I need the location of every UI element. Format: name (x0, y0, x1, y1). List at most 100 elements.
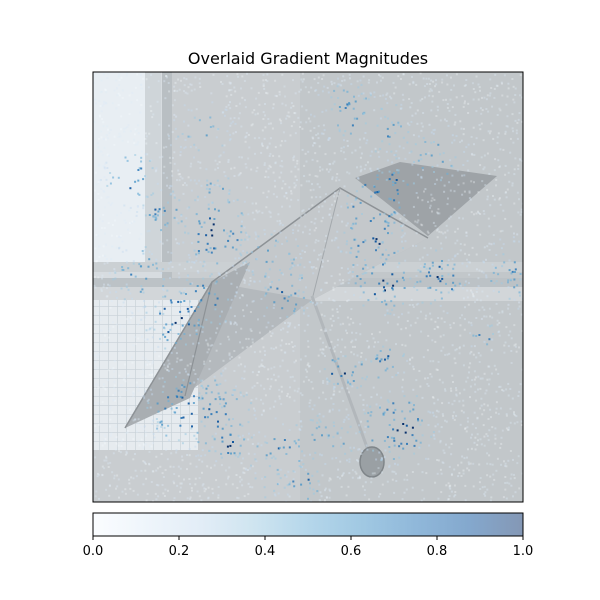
overlay-pixel (184, 343, 187, 346)
overlay-pixel (146, 153, 149, 156)
overlay-pixel (265, 170, 268, 173)
overlay-pixel (327, 138, 330, 141)
overlay-pixel (97, 146, 100, 149)
overlay-pixel (122, 305, 125, 308)
overlay-pixel (177, 222, 180, 225)
overlay-pixel (462, 217, 464, 220)
overlay-pixel (270, 457, 273, 459)
overlay-pixel (397, 250, 399, 253)
overlay-pixel (376, 167, 379, 170)
overlay-pixel (210, 466, 212, 469)
overlay-pixel (296, 264, 299, 267)
overlay-pixel (248, 235, 251, 238)
overlay-pixel (518, 198, 520, 201)
overlay-pixel (429, 88, 432, 91)
overlay-pixel (194, 445, 197, 448)
overlay-pixel (323, 85, 326, 88)
overlay-pixel (119, 334, 122, 337)
overlay-pixel (159, 465, 162, 468)
overlay-pixel (331, 372, 334, 375)
overlay-pixel (310, 266, 313, 268)
overlay-pixel (94, 495, 97, 498)
overlay-pixel (415, 244, 418, 247)
overlay-pixel (391, 470, 394, 473)
overlay-pixel (273, 301, 276, 304)
overlay-pixel (180, 482, 183, 485)
overlay-pixel (270, 233, 273, 236)
overlay-pixel (468, 282, 470, 284)
overlay-pixel (245, 391, 248, 394)
overlay-pixel (331, 324, 333, 327)
overlay-pixel (493, 364, 496, 367)
overlay-pixel (191, 489, 193, 492)
overlay-pixel (232, 232, 235, 235)
overlay-pixel (292, 229, 295, 232)
overlay-pixel (126, 126, 129, 129)
overlay-pixel (513, 286, 516, 289)
overlay-pixel (299, 274, 302, 277)
overlay-pixel (183, 268, 186, 270)
overlay-pixel (261, 337, 264, 340)
overlay-pixel (265, 260, 268, 263)
overlay-pixel (256, 374, 259, 377)
overlay-pixel (135, 381, 138, 384)
overlay-pixel (444, 389, 447, 392)
overlay-pixel (404, 344, 407, 347)
overlay-pixel (113, 384, 116, 387)
overlay-pixel (388, 424, 391, 426)
overlay-pixel (184, 368, 187, 371)
overlay-pixel (268, 142, 271, 145)
overlay-pixel (475, 253, 478, 256)
overlay-pixel (243, 495, 246, 498)
overlay-pixel (178, 88, 181, 91)
overlay-pixel (415, 303, 418, 306)
overlay-pixel (319, 196, 322, 199)
overlay-pixel (94, 247, 97, 250)
overlay-pixel (172, 499, 175, 502)
overlay-pixel (417, 213, 419, 216)
overlay-pixel (518, 158, 521, 160)
overlay-pixel (326, 86, 329, 89)
overlay-pixel (243, 226, 246, 229)
overlay-pixel (309, 487, 311, 490)
overlay-pixel (345, 408, 348, 411)
overlay-pixel (479, 377, 482, 380)
overlay-pixel (346, 103, 349, 106)
overlay-pixel (402, 271, 405, 274)
overlay-pixel (101, 220, 104, 223)
overlay-pixel (330, 108, 333, 111)
overlay-pixel (178, 199, 181, 202)
overlay-pixel (154, 351, 156, 353)
overlay-pixel (415, 275, 418, 277)
overlay-pixel (359, 165, 362, 168)
overlay-pixel (465, 146, 468, 149)
overlay-pixel (347, 391, 350, 394)
overlay-pixel (333, 89, 336, 92)
overlay-pixel (329, 168, 332, 171)
overlay-pixel (366, 404, 369, 407)
overlay-pixel (414, 143, 417, 146)
overlay-pixel (390, 97, 393, 100)
overlay-pixel (363, 431, 366, 434)
overlay-pixel (340, 350, 342, 353)
overlay-pixel (485, 315, 488, 318)
overlay-pixel (338, 273, 341, 276)
overlay-pixel (302, 231, 304, 234)
overlay-pixel (101, 444, 104, 447)
overlay-pixel (110, 258, 113, 261)
overlay-pixel (359, 79, 362, 82)
overlay-pixel (305, 180, 308, 183)
overlay-pixel (288, 396, 291, 399)
overlay-pixel (263, 87, 266, 90)
overlay-pixel (346, 222, 349, 225)
overlay-pixel (387, 321, 389, 324)
overlay-pixel (408, 83, 411, 86)
overlay-pixel (99, 217, 101, 220)
overlay-pixel (357, 477, 360, 480)
overlay-pixel (454, 113, 457, 116)
overlay-pixel (382, 290, 385, 293)
overlay-pixel (416, 317, 419, 320)
overlay-pixel (250, 399, 253, 401)
overlay-pixel (240, 212, 243, 215)
overlay-pixel (369, 91, 372, 94)
